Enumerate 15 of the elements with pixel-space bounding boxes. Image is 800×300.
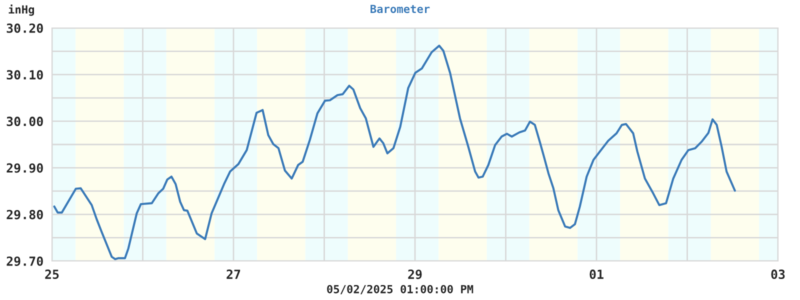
- chart-title: Barometer: [370, 4, 430, 14]
- x-tick-label: 27: [226, 270, 240, 279]
- y-tick-label: 29.80: [6, 210, 43, 220]
- x-tick-label: 03: [771, 270, 785, 280]
- x-tick-label: 25: [45, 270, 59, 280]
- y-axis-title: inHg: [8, 4, 34, 16]
- y-tick-label: 29.90: [6, 163, 43, 173]
- line-series: [53, 44, 736, 260]
- y-tick-label: 30.00: [6, 116, 43, 126]
- x-axis-title: 05/02/2025 01:00:00 PM: [327, 284, 474, 294]
- x-tick-label: 01: [590, 270, 604, 280]
- x-tick-label: 29: [408, 270, 422, 280]
- y-tick-label: 30.20: [6, 23, 43, 33]
- y-tick-label: 29.70: [6, 256, 43, 266]
- y-tick-label: 30.10: [6, 70, 43, 80]
